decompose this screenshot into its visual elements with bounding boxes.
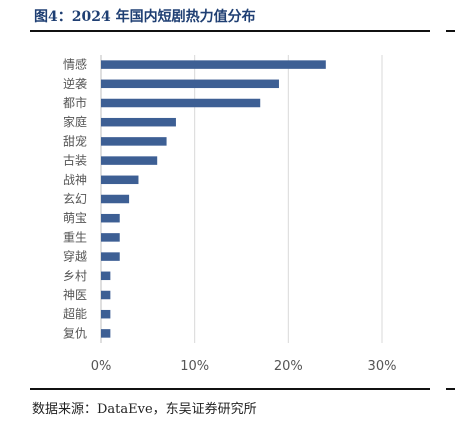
bar-7 <box>101 194 130 204</box>
x-tick-label: 20% <box>274 359 303 374</box>
category-label: 玄幻 <box>63 191 87 206</box>
bar-11 <box>101 271 111 281</box>
bar-6 <box>101 175 139 185</box>
category-label: 重生 <box>63 230 87 244</box>
grid-lines <box>100 55 383 343</box>
category-label: 穿越 <box>63 249 87 264</box>
bar-13 <box>101 309 111 319</box>
bar-2 <box>101 98 261 108</box>
x-tick-labels: 0% 10% 20% 30% <box>91 359 397 374</box>
category-label: 复仇 <box>63 326 87 340</box>
category-label: 神医 <box>63 288 87 302</box>
x-tick-label: 10% <box>180 359 209 374</box>
bar-3 <box>101 117 176 127</box>
category-label: 萌宝 <box>63 211 87 225</box>
x-tick-label: 30% <box>368 359 397 374</box>
bars <box>101 60 326 338</box>
category-label: 逆袭 <box>63 76 87 91</box>
bar-4 <box>101 137 167 146</box>
top-rule <box>30 30 430 32</box>
top-rule-stub <box>446 30 455 32</box>
bottom-rule <box>30 388 430 390</box>
bar-14 <box>101 329 111 338</box>
category-label: 战神 <box>63 173 87 187</box>
category-label: 乡村 <box>63 269 87 283</box>
bar-12 <box>101 290 111 300</box>
bar-0 <box>101 60 326 69</box>
bar-5 <box>101 156 158 165</box>
category-label: 古装 <box>63 153 87 168</box>
category-label: 超能 <box>63 306 87 321</box>
x-tick-label: 0% <box>91 359 112 374</box>
category-label: 家庭 <box>63 114 87 129</box>
source-note: 数据来源：DataEve，东吴证券研究所 <box>32 402 257 417</box>
category-label: 情感 <box>63 57 87 72</box>
category-label: 都市 <box>63 95 87 110</box>
bottom-rule-stub <box>446 388 455 390</box>
bar-9 <box>101 233 120 242</box>
category-label: 甜宠 <box>63 133 87 148</box>
bar-10 <box>101 252 120 261</box>
bar-8 <box>101 213 120 223</box>
bar-1 <box>101 79 279 89</box>
figure-title: 图4：2024 年国内短剧热力值分布 <box>34 9 256 25</box>
